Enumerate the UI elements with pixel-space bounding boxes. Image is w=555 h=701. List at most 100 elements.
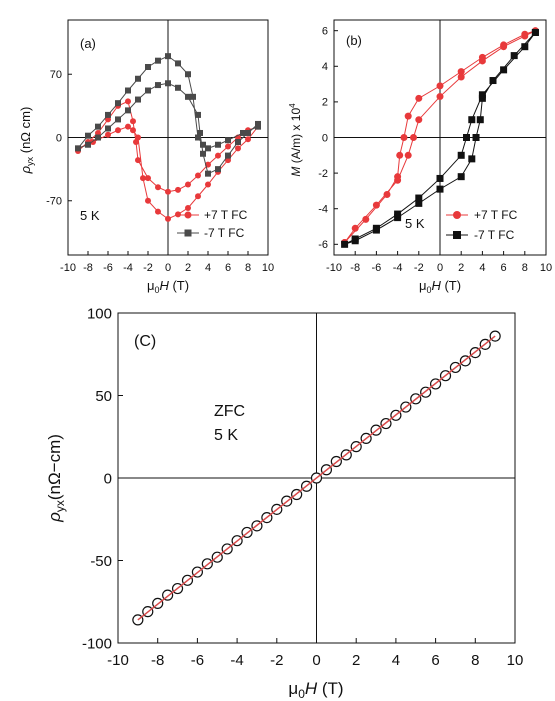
- panel-b-legend: +7 T FC -7 T FC: [446, 208, 518, 242]
- panel-a-series-0-point: [245, 136, 251, 143]
- panel-a-series-1-point: [95, 134, 101, 141]
- panel-a-series-1-point: [200, 150, 206, 157]
- panel-b-series-1-point: [463, 134, 470, 141]
- panel-c-xlabel: μ0H (T): [288, 679, 343, 701]
- panel-a-xtick-label: 8: [245, 262, 251, 274]
- panel-a-series-1-point: [135, 96, 141, 103]
- panel-b-series-1-point: [478, 94, 486, 102]
- panel-a-legend-marker-red: [184, 211, 192, 219]
- panel-b-xtick-label: -4: [393, 262, 403, 274]
- panel-c-xtick-label: 4: [392, 652, 400, 669]
- panel-b-ytick-label: -2: [318, 168, 328, 180]
- panel-a-series-1-point: [175, 60, 181, 67]
- panel-a-series-0-point: [155, 208, 161, 215]
- panel-a-series-0-point: [195, 172, 201, 179]
- panel-a-series-1-point: [95, 123, 101, 130]
- panel-a-series-1-point: [145, 87, 151, 94]
- panel-a-series-1-point: [165, 80, 171, 87]
- panel-c-ylabel: ρyx(nΩ−cm): [45, 434, 67, 523]
- panel-a-series-1-point: [125, 87, 131, 94]
- panel-c-xtick-label: 10: [507, 652, 524, 669]
- panel-b-chart: -10 -8 -6 -4 -2 0 2 4 6 8 10 -6 -4 -2 0 2 4 6 (b) 5 K +7 …: [288, 19, 552, 295]
- panel-b-xtick-label: 0: [437, 262, 443, 274]
- panel-a-xtick-label: -10: [60, 262, 76, 274]
- panel-b-xtick-label: 8: [522, 262, 528, 274]
- panel-c-ytick-label: -100: [82, 635, 112, 652]
- panel-a-series-1-point: [255, 120, 261, 127]
- panel-b-series-1-point: [500, 66, 508, 74]
- panel-a-series-1-point: [155, 82, 161, 89]
- panel-a-series-0-point: [115, 127, 121, 134]
- panel-b-series-1-point: [394, 210, 402, 218]
- panel-a-series-0-point: [140, 175, 146, 182]
- panel-a-xtick-label: -8: [83, 262, 93, 274]
- panel-a-xtick-label: -4: [123, 262, 133, 274]
- panel-a-series-1-point: [200, 141, 206, 148]
- panel-a-series-1-point: [197, 129, 203, 136]
- panel-a-series-1-point: [240, 129, 246, 136]
- panel-b-series-0-point: [404, 151, 412, 159]
- panel-c-label: (C): [134, 333, 156, 350]
- panel-b-ytick-label: -6: [318, 239, 328, 251]
- panel-b-xtick-label: -2: [414, 262, 424, 274]
- panel-c-xtick-label: 6: [431, 652, 439, 669]
- panel-b-ytick-label: 0: [322, 132, 328, 144]
- panel-a-xtick-label: -6: [103, 262, 113, 274]
- panel-b-series-1-point: [478, 91, 486, 99]
- panel-a-series-1-point: [195, 134, 201, 141]
- panel-a-series-1-point: [225, 137, 231, 144]
- panel-b-series-1-point: [521, 43, 529, 51]
- panel-a-series-0-point: [185, 181, 191, 188]
- panel-b-series-0-point: [396, 151, 404, 159]
- panel-b-legend-label-red: +7 T FC: [474, 208, 518, 222]
- panel-a-series-1-point: [155, 57, 161, 64]
- panel-a-series-1-point: [75, 145, 81, 152]
- panel-b-xtick-label: -6: [372, 262, 382, 274]
- panel-a-series-0-point: [185, 205, 191, 211]
- panel-b-ylabel: M (A/m) x 104: [288, 103, 303, 177]
- panel-a-series-0-point: [155, 184, 161, 191]
- panel-a-series-1-point: [85, 141, 91, 148]
- panel-c-temperature: 5 K: [214, 427, 238, 444]
- panel-b-series-0-point: [500, 43, 508, 51]
- panel-c-ytick-label: -50: [90, 553, 112, 570]
- panel-b-series-0-point: [415, 116, 423, 124]
- panel-c-condition: ZFC: [214, 403, 245, 420]
- panel-b-xtick-label: 4: [479, 262, 485, 274]
- panel-a-legend-label-red: +7 T FC: [204, 208, 248, 222]
- panel-a-series-1-point: [245, 129, 251, 136]
- panel-c-xtick-label: 0: [312, 652, 320, 669]
- panel-a-series-1-point: [185, 71, 191, 78]
- panel-c-xtick-label: 8: [471, 652, 479, 669]
- panel-b-series-0-point: [362, 215, 370, 223]
- panel-b-series-1-point: [415, 194, 423, 202]
- panel-c-series-1-fit-line: [137, 335, 496, 621]
- panel-a-series-0-point: [130, 118, 136, 125]
- panel-b-series-0-point: [478, 57, 486, 65]
- panel-b-legend-label-black: -7 T FC: [474, 228, 515, 242]
- panel-a-series-0-point: [175, 186, 181, 193]
- panel-b-ytick-label: 2: [322, 97, 328, 109]
- panel-a-series-0-point: [130, 127, 136, 134]
- panel-b-series-0-point: [383, 190, 391, 198]
- panel-a-series-0-point: [195, 193, 201, 200]
- panel-a-xlabel: μ0H (T): [147, 278, 189, 295]
- panel-c-xtick-label: 2: [352, 652, 360, 669]
- panel-b-xtick-label: 2: [458, 262, 464, 274]
- panel-b-series-1-point: [472, 134, 480, 141]
- panel-a-series-0-point: [225, 157, 231, 164]
- panel-a-series-1-point: [165, 53, 171, 60]
- panel-b-label: (b): [346, 33, 362, 48]
- panel-a-series-0-point: [125, 98, 131, 105]
- panel-a-series-0-point: [175, 211, 181, 218]
- panel-a-temperature: 5 K: [80, 208, 100, 223]
- panel-a-ytick-label: 0: [56, 132, 62, 144]
- panel-a-series-0-point: [135, 134, 141, 141]
- panel-a-ytick-label: 70: [50, 69, 62, 81]
- panel-b-series-0-point: [372, 201, 380, 209]
- panel-a-xtick-label: 6: [225, 262, 231, 274]
- panel-b-series-0-point: [436, 93, 444, 101]
- panel-b-temperature: 5 K: [405, 216, 425, 231]
